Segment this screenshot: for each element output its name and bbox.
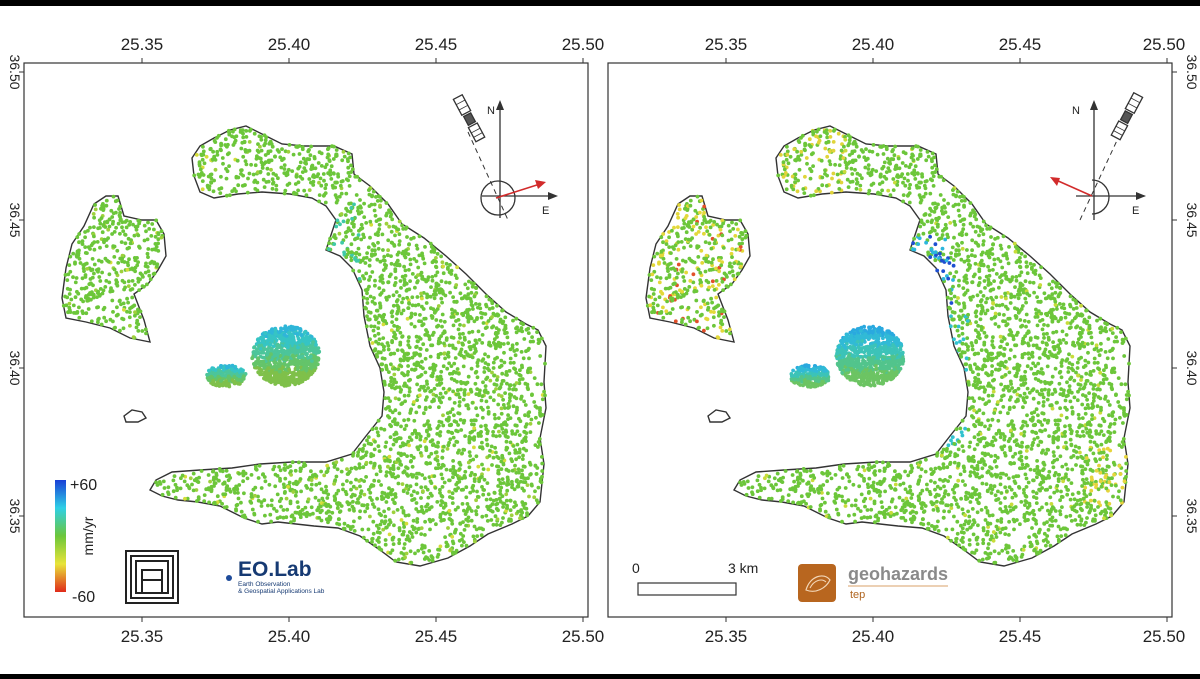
tick-label: 36.40	[1184, 350, 1200, 385]
thira-coastline	[149, 125, 547, 567]
tick-label: 25.40	[852, 627, 895, 646]
eolab-logo: EO.Lab Earth Observation & Geospatial Ap…	[194, 558, 325, 595]
colorbar-gradient	[55, 480, 66, 592]
satellite-icon	[1110, 91, 1144, 141]
tick-label: 36.45	[1184, 202, 1200, 237]
y-axis-left: 36.50 36.45 36.40 36.35	[7, 54, 24, 534]
therasia-coastline	[61, 195, 167, 343]
aspronisi-coastline	[123, 409, 148, 423]
satellite-icon	[452, 93, 486, 143]
tick-label: 25.40	[268, 627, 311, 646]
x-axis-bottom: 25.35 25.40 25.45 25.50	[121, 617, 605, 646]
island-outlines	[61, 125, 547, 567]
tick-label: 25.50	[562, 627, 605, 646]
geohazards-logo: geohazards tep	[798, 564, 948, 602]
eolab-subtitle-2: & Geospatial Applications Lab	[238, 588, 325, 595]
geohazards-name: geohazards	[848, 564, 948, 584]
tick-label: 25.45	[999, 35, 1042, 54]
eolab-name: EO.Lab	[238, 558, 312, 581]
tick-label: 25.40	[268, 35, 311, 54]
geohazards-subtitle: tep	[850, 589, 865, 601]
colorbar-min: -60	[72, 589, 95, 606]
y-axis-right: 36.50 36.45 36.40 36.35	[1172, 54, 1200, 534]
tick-label: 25.35	[705, 627, 748, 646]
tick-label: 25.45	[415, 35, 458, 54]
tick-label: 36.50	[1184, 54, 1200, 89]
institution-logo	[125, 550, 179, 604]
compass-north: N	[1072, 105, 1080, 117]
geohazards-icon	[798, 564, 836, 602]
tick-label: 25.45	[415, 627, 458, 646]
map-panel-right: 25.35 25.40 25.45 25.50 25.35 25.40 25.4…	[607, 35, 1200, 646]
tick-label: 36.50	[7, 54, 23, 89]
tick-label: 25.35	[705, 35, 748, 54]
compass-left: N E	[452, 93, 558, 221]
tick-label: 25.50	[562, 35, 605, 54]
ps-points-left	[61, 127, 547, 565]
kameni-points-left	[205, 324, 322, 389]
kameni-points-right	[789, 324, 906, 389]
compass-east: E	[1132, 205, 1139, 217]
map-figure: 25.35 25.40 25.45 25.50 25.35 25.40 25.4…	[0, 6, 1200, 674]
scale-end: 3 km	[728, 560, 758, 576]
tick-label: 25.35	[121, 35, 164, 54]
tick-label: 25.50	[1143, 35, 1186, 54]
colorbar: +60 -60 mm/yr	[55, 477, 97, 606]
map-panel-left: 25.35 25.40 25.45 25.50 25.35 25.40 25.4…	[7, 35, 604, 646]
scale-start: 0	[632, 560, 640, 576]
tick-label: 36.35	[7, 498, 23, 533]
tick-label: 36.35	[1184, 498, 1200, 533]
scale-bar: 0 3 km	[632, 560, 758, 596]
eolab-subtitle-1: Earth Observation	[238, 581, 291, 588]
tick-label: 25.45	[999, 627, 1042, 646]
tick-label: 36.45	[7, 202, 23, 237]
compass-east: E	[542, 205, 549, 217]
tick-label: 36.40	[7, 350, 23, 385]
x-axis-bottom: 25.35 25.40 25.45 25.50	[705, 617, 1186, 646]
x-axis-top: 25.35 25.40 25.45 25.50	[705, 35, 1186, 63]
tick-label: 25.40	[852, 35, 895, 54]
compass-north: N	[487, 105, 495, 117]
colorbar-max: +60	[70, 477, 97, 494]
tick-label: 25.35	[121, 627, 164, 646]
x-axis-top: 25.35 25.40 25.45 25.50	[121, 35, 605, 63]
colorbar-unit: mm/yr	[80, 516, 96, 555]
tick-label: 25.50	[1143, 627, 1186, 646]
compass-right: N E	[1050, 91, 1146, 221]
ps-points-right	[645, 127, 1131, 565]
map-canvas: 25.35 25.40 25.45 25.50 25.35 25.40 25.4…	[7, 35, 1200, 646]
